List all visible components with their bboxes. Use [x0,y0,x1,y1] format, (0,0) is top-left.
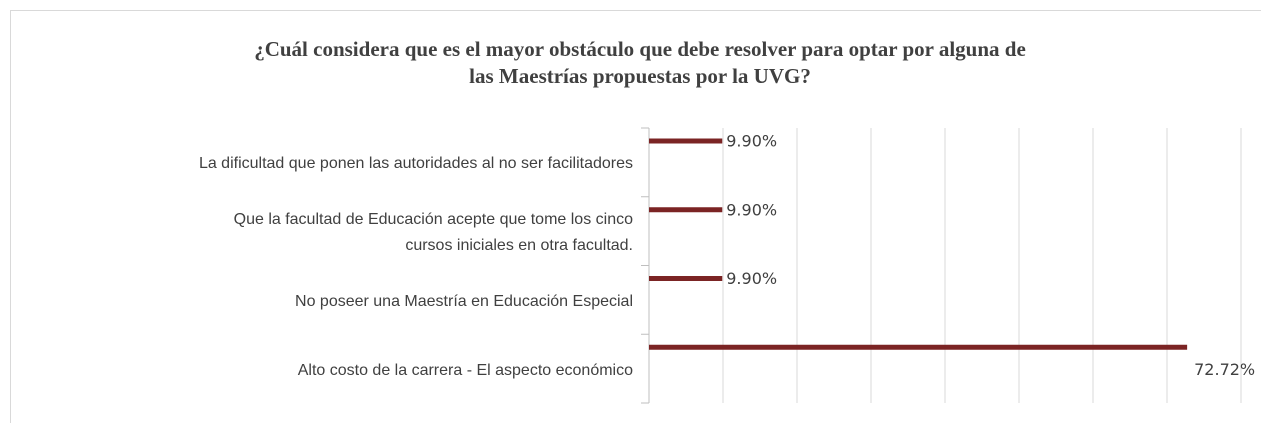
bar [649,344,1188,350]
value-label: 9.90% [726,200,777,219]
bar [649,207,723,213]
bar [649,138,723,144]
bar [649,276,723,281]
category-label: La dificultad que ponen las autoridades … [198,155,633,173]
value-label: 72.72% [1194,360,1255,379]
chart-title: ¿Cuál considera que es el mayor obstácul… [254,37,1026,88]
value-label: 9.90% [726,132,777,151]
category-label: Que la facultad de Educación acepte que … [233,211,633,255]
value-label: 9.90% [726,269,777,288]
chart-frame [10,10,1261,423]
category-label: Alto costo de la carrera - El aspecto ec… [297,361,633,379]
category-label: No poseer una Maestría en Educación Espe… [295,292,633,310]
